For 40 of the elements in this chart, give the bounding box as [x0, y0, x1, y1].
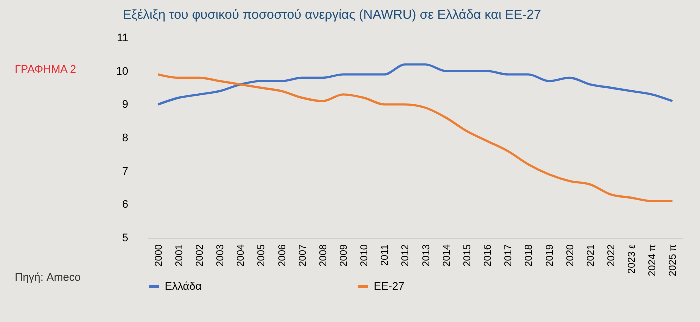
- line-series: [157, 64, 674, 106]
- chart-title: Εξέλιξη του φυσικού ποσοστού ανεργίας (NAWRU) σε Ελλάδα και ΕΕ-27: [123, 7, 542, 22]
- x-tick-label: 2001: [174, 244, 186, 267]
- x-tick-label: 2012: [400, 244, 412, 267]
- y-tick-label: 5: [122, 232, 128, 244]
- x-tick-label: 2020: [565, 244, 576, 267]
- y-tick-label: 7: [122, 166, 128, 178]
- x-tick-label: 2006: [277, 244, 288, 267]
- line-series: [157, 74, 674, 202]
- x-tick-label: 2011: [380, 244, 392, 266]
- legend-label: Ελλάδα: [165, 280, 203, 293]
- x-tick-label: 2007: [298, 244, 309, 267]
- y-tick-label: 6: [122, 199, 128, 212]
- x-tick-label: 2002: [194, 244, 206, 267]
- x-tick-label: 2010: [360, 244, 371, 267]
- x-tick-label: 2019: [544, 244, 556, 267]
- x-tick-label: 2009: [338, 244, 350, 267]
- text: Πηγή: Ameco: [15, 272, 82, 284]
- x-tick-label: 2024 π: [648, 244, 659, 276]
- x-tick-label: 2016: [483, 244, 494, 267]
- x-tick-label: 2000: [154, 244, 165, 267]
- x-tick-label: 2014: [442, 244, 453, 267]
- y-tick-label: 11: [117, 32, 128, 44]
- x-tick-label: 2018: [524, 244, 536, 267]
- x-tick-label: 2015: [462, 244, 474, 267]
- y-tick-label: 10: [116, 66, 128, 78]
- x-tick-label: 2008: [318, 244, 330, 267]
- y-tick-label: 8: [122, 132, 128, 144]
- x-tick-label: 2017: [504, 244, 515, 267]
- text: ΓΡΑΦΗΜΑ 2: [15, 64, 76, 76]
- x-tick-label: 2003: [216, 244, 227, 267]
- x-tick-label: 2004: [236, 244, 248, 267]
- x-tick-label: 2013: [421, 244, 432, 267]
- x-tick-label: 2005: [256, 244, 268, 267]
- y-tick-label: 9: [122, 99, 128, 112]
- x-tick-label: 2021: [586, 244, 597, 267]
- x-tick-label: 2025 π: [668, 244, 680, 276]
- legend-label: ΕΕ-27: [374, 280, 405, 293]
- x-tick-label: 2023 ε: [627, 244, 638, 274]
- x-tick-label: 2022: [606, 244, 618, 267]
